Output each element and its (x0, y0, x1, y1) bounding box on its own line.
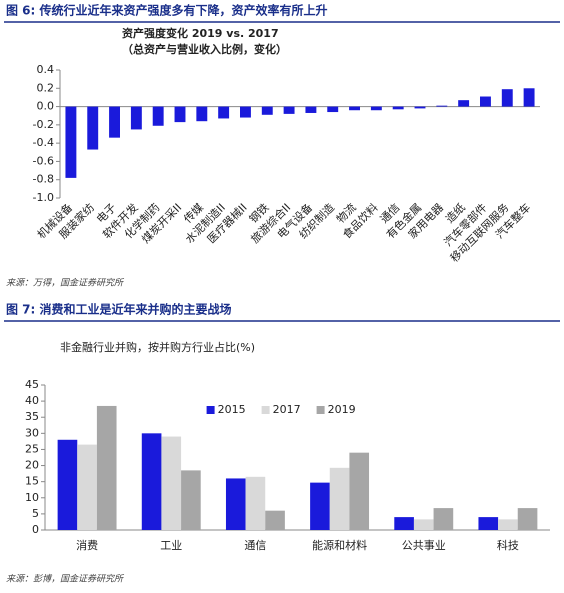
x-tick-label: 消费 (76, 538, 98, 552)
bar (96, 405, 117, 530)
figure-caption: 图 7: 消费和工业是近年来并购的主要战场 (6, 302, 232, 317)
x-tick-label: 科技 (497, 538, 519, 552)
bar (152, 106, 164, 126)
y-tick-label: 0 (32, 523, 39, 536)
figure-caption: 图 6: 传统行业近年来资产强度多有下降，资产效率有所上升 (6, 3, 328, 18)
y-tick-label: 40 (25, 394, 39, 407)
bar (310, 482, 330, 530)
x-tick-label: 通信 (244, 539, 266, 552)
bar (87, 106, 99, 150)
bar (436, 105, 448, 107)
chart-title: 资产强度变化 2019 vs. 2017 (122, 26, 279, 40)
y-tick-label: 0.4 (37, 63, 55, 76)
bar (480, 96, 491, 107)
y-tick-label: 25 (25, 442, 39, 455)
y-tick-label: -0.4 (33, 136, 54, 149)
source: 来源：万得，国金证券研究所 (6, 278, 125, 289)
bar (261, 106, 273, 115)
y-tick-label: 15 (25, 475, 39, 488)
bar (501, 89, 513, 107)
bar (57, 439, 78, 530)
y-tick-label: 30 (25, 426, 39, 439)
bar (458, 100, 470, 107)
bar (517, 508, 538, 530)
bar (478, 517, 499, 530)
y-tick-label: 35 (25, 410, 39, 423)
bar (130, 106, 142, 130)
bar (265, 510, 285, 530)
bar (77, 444, 97, 530)
bar (109, 106, 120, 138)
bar (218, 106, 230, 119)
bar (65, 106, 77, 178)
bar (523, 88, 535, 107)
bar (245, 476, 266, 530)
bar (370, 106, 382, 111)
y-tick-label: 0.0 (37, 100, 55, 113)
bar (498, 519, 518, 530)
y-tick-label: -0.8 (33, 173, 54, 186)
y-tick-label: -0.2 (33, 118, 54, 131)
legend-swatch (316, 406, 325, 414)
x-tick-label: 公共事业 (402, 539, 446, 552)
bar (196, 106, 208, 122)
bar (414, 106, 426, 109)
source: 来源：彭博，国金证券研究所 (6, 574, 125, 585)
bar (413, 519, 434, 530)
bar (141, 433, 162, 530)
bar (225, 478, 246, 530)
bar (394, 517, 414, 530)
bar (433, 508, 454, 530)
bar (392, 106, 404, 110)
bar (283, 106, 295, 114)
bar (181, 470, 201, 530)
x-tick-label: 工业 (160, 539, 182, 552)
bar (305, 106, 317, 113)
bar (174, 106, 186, 123)
y-tick-label: 20 (25, 459, 39, 472)
legend-label: 2015 (218, 403, 246, 416)
chart-title: 非金融行业并购，按并购方行业占比(%) (60, 340, 255, 354)
y-tick-label: 0.2 (37, 81, 55, 94)
y-tick-label: 5 (32, 507, 39, 520)
bar (161, 436, 182, 530)
y-tick-label: -0.6 (33, 154, 54, 167)
chart-subtitle: （总资产与营业收入比例，变化） (122, 42, 287, 56)
legend-label: 2017 (273, 403, 301, 416)
legend-swatch (261, 406, 270, 414)
y-tick-label: 10 (25, 491, 39, 504)
y-tick-label: -1.0 (33, 191, 54, 204)
y-tick-label: 45 (25, 378, 39, 391)
bar (349, 106, 360, 111)
bar (327, 106, 339, 113)
x-tick-label: 能源和材料 (312, 538, 367, 552)
bar (349, 452, 370, 530)
legend-swatch (206, 406, 215, 414)
legend-label: 2019 (328, 403, 356, 416)
bar (240, 106, 251, 118)
bar (329, 467, 350, 530)
